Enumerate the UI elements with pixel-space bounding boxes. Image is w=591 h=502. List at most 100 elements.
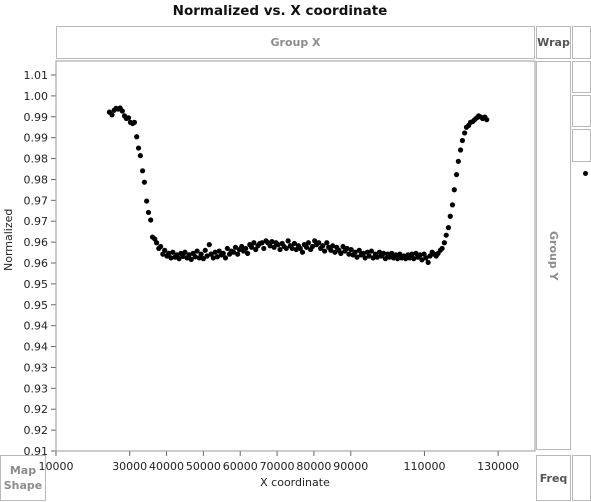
map-shape-zone[interactable]: Map Shape <box>0 455 46 501</box>
data-point <box>137 153 143 159</box>
y-tick-label: 0.95 <box>24 278 49 291</box>
data-point <box>299 249 306 255</box>
data-point <box>216 248 222 254</box>
data-point <box>293 246 299 253</box>
overlay-zone-1[interactable] <box>572 26 591 59</box>
data-point <box>409 251 415 257</box>
data-point <box>158 243 164 250</box>
data-point <box>370 255 376 261</box>
y-tick-label: 0.94 <box>24 320 49 333</box>
x-tick-label: 90000 <box>333 460 368 473</box>
data-point <box>476 113 482 119</box>
data-point <box>415 254 421 260</box>
data-point <box>115 106 121 112</box>
data-point <box>160 251 166 257</box>
data-point <box>186 252 192 258</box>
data-point <box>148 217 154 223</box>
data-point <box>184 255 190 261</box>
data-point <box>427 253 433 259</box>
data-point <box>462 130 468 136</box>
data-point <box>168 255 174 261</box>
data-point <box>220 250 226 256</box>
group-y-zone[interactable]: Group Y <box>536 61 571 450</box>
data-point <box>382 256 389 262</box>
data-point <box>403 256 409 262</box>
data-point <box>352 249 358 255</box>
data-point <box>123 115 129 122</box>
overlay-zone-4[interactable] <box>572 129 591 162</box>
data-point <box>255 243 261 249</box>
data-point <box>131 119 138 125</box>
data-point <box>226 251 233 257</box>
data-point <box>385 251 391 257</box>
data-point <box>269 239 275 245</box>
data-point <box>417 252 423 258</box>
data-point <box>449 202 456 208</box>
data-point <box>421 251 427 257</box>
data-point <box>245 250 251 256</box>
data-point <box>289 245 295 252</box>
data-point <box>210 255 216 261</box>
x-tick-label: 80000 <box>296 460 331 473</box>
y-tick-label: 1.00 <box>24 90 49 103</box>
data-point <box>279 240 285 247</box>
data-point <box>344 245 350 252</box>
data-point <box>253 246 259 253</box>
y-tick-label: 0.96 <box>24 236 49 249</box>
data-point <box>257 240 263 247</box>
wrap-zone[interactable]: Wrap <box>536 26 571 59</box>
overlay-zone-5[interactable] <box>572 455 591 501</box>
x-tick-label: 40000 <box>149 460 184 473</box>
data-point <box>301 242 307 248</box>
data-point <box>196 255 202 261</box>
freq-zone[interactable]: Freq <box>536 455 571 501</box>
data-point <box>230 249 237 255</box>
x-axis-ticks: 10000 30000 40000 50000 60000 70000 80000 90000… <box>39 451 519 473</box>
data-point <box>285 238 291 244</box>
overlay-zone-2[interactable] <box>572 61 591 93</box>
data-point <box>394 256 401 262</box>
data-point <box>178 250 184 256</box>
data-point <box>374 254 380 260</box>
data-point <box>228 248 234 254</box>
data-point <box>478 114 484 120</box>
data-point <box>350 252 356 258</box>
data-point <box>455 158 461 164</box>
data-point <box>467 119 474 125</box>
data-point <box>309 243 316 250</box>
data-point <box>224 245 230 252</box>
data-point <box>407 255 413 261</box>
y-tick-label: 0.94 <box>24 341 49 354</box>
data-point <box>281 243 287 250</box>
data-point <box>405 252 411 258</box>
overlay-zone-3[interactable] <box>572 95 591 127</box>
data-point <box>393 252 399 258</box>
data-point <box>180 253 186 259</box>
y-tick-label: 0.99 <box>24 111 49 124</box>
data-point <box>328 247 334 253</box>
y-tick-label: 0.97 <box>24 194 49 207</box>
data-point <box>111 107 117 113</box>
y-tick-label: 0.98 <box>24 173 49 186</box>
data-point <box>443 232 449 238</box>
data-point <box>130 120 136 127</box>
data-point <box>305 240 311 246</box>
data-point <box>433 253 439 259</box>
data-point <box>265 240 271 246</box>
data-point <box>243 245 249 252</box>
data-point <box>222 255 229 261</box>
data-point <box>200 256 206 262</box>
data-point <box>451 187 457 193</box>
y-tick-label: 0.92 <box>24 424 49 437</box>
data-point <box>366 253 372 259</box>
data-point <box>232 244 239 250</box>
data-point <box>295 243 302 249</box>
data-point <box>134 134 140 140</box>
data-point <box>441 240 447 246</box>
data-point <box>322 248 328 254</box>
legend-marker-icon <box>583 171 588 176</box>
y-axis-label: Normalized <box>2 208 15 272</box>
data-point <box>316 240 322 246</box>
group-x-zone[interactable]: Group X <box>56 26 535 59</box>
